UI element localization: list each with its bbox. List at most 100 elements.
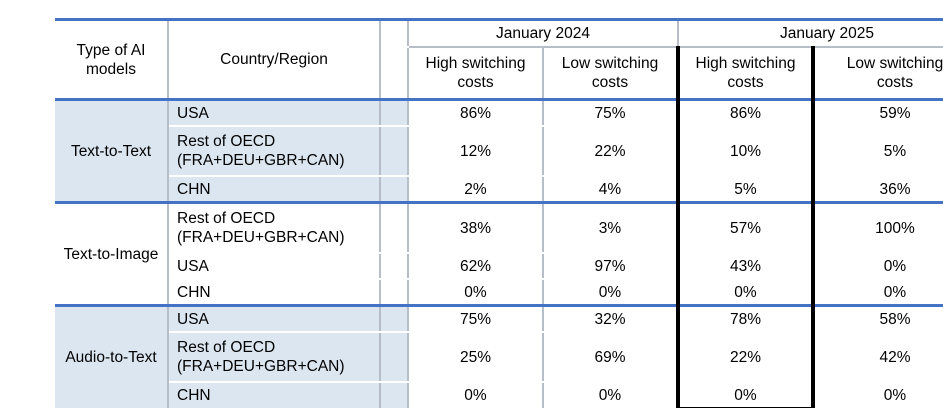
value-cell: 0% [408, 279, 544, 307]
value-cell: 22% [543, 126, 679, 177]
table-row: Text-to-Image Rest of OECD (FRA+DEU+GBR+C… [55, 201, 943, 307]
cost-label-2: High switching costs [695, 55, 796, 91]
header-country: Country/Region [168, 18, 381, 101]
value-cell: 0% [813, 382, 943, 408]
value-cell: 4% [543, 176, 679, 204]
value-cell: 86% [676, 98, 815, 127]
cost-label-1: Low switching costs [561, 55, 659, 91]
country-label: CHN [177, 180, 211, 198]
country-cell: CHN [168, 279, 381, 307]
spacer-cell [380, 98, 409, 127]
cost-label-3: Low switching costs [846, 55, 943, 91]
value-cell: 0% [543, 279, 679, 307]
header-type-label: Type of AI models [76, 41, 146, 78]
table-row: Text-to-Text USA 86% 75% 86% 59% [55, 98, 943, 204]
country-label: Rest of OECD (FRA+DEU+GBR+CAN) [177, 339, 345, 375]
model-type-label: Text-to-Text [70, 142, 152, 160]
value-cell: 62% [408, 253, 544, 280]
table-header: Type of AI models Country/Region January… [55, 18, 943, 101]
value-cell: 10% [676, 126, 815, 177]
value-cell: 12% [408, 126, 544, 177]
value-cell: 0% [676, 279, 815, 307]
value-cell: 97% [543, 253, 679, 280]
table-row: CHN 0% 0% 0% 0% [55, 382, 943, 408]
header-type: Type of AI models [55, 18, 169, 101]
value-cell: 75% [543, 98, 679, 127]
country-cell: USA [168, 253, 381, 280]
value-cell: 0% [543, 382, 679, 408]
country-cell: Rest of OECD (FRA+DEU+GBR+CAN) [168, 201, 381, 254]
spacer-cell [380, 253, 409, 280]
header-period-2024: January 2024 [408, 18, 679, 48]
table-body: Text-to-Text USA 86% 75% 86% 59% Rest of OECD … [55, 98, 943, 408]
country-label: USA [177, 310, 209, 328]
country-label: USA [177, 257, 209, 275]
header-country-label: Country/Region [220, 51, 328, 68]
country-label: CHN [177, 386, 211, 404]
spacer-cell [380, 304, 409, 333]
value-cell: 5% [813, 126, 943, 177]
model-type-cell: Text-to-Image [55, 201, 169, 307]
header-cost-1: Low switching costs [543, 47, 679, 101]
header-blank-2 [380, 47, 409, 101]
table-row: CHN 0% 0% 0% 0% [55, 279, 943, 307]
country-label: CHN [177, 283, 211, 301]
value-cell: 0% [676, 382, 815, 408]
country-label: Rest of OECD (FRA+DEU+GBR+CAN) [177, 210, 345, 246]
switching-costs-table: Type of AI models Country/Region January… [55, 18, 943, 408]
value-cell: 3% [543, 201, 679, 254]
country-cell: USA [168, 98, 381, 127]
country-cell: CHN [168, 382, 381, 408]
country-cell: Rest of OECD (FRA+DEU+GBR+CAN) [168, 126, 381, 177]
value-cell: 75% [408, 304, 544, 333]
value-cell: 78% [676, 304, 815, 333]
value-cell: 0% [408, 382, 544, 408]
header-blank [380, 18, 409, 48]
table-row: CHN 2% 4% 5% 36% [55, 176, 943, 204]
spacer-cell [380, 126, 409, 177]
value-cell: 100% [813, 201, 943, 254]
country-cell: USA [168, 304, 381, 333]
header-cost-3: Low switching costs [813, 47, 943, 101]
model-type-cell: Text-to-Text [55, 98, 169, 204]
spacer-cell [380, 382, 409, 408]
spacer-cell [380, 279, 409, 307]
value-cell: 59% [813, 98, 943, 127]
spacer-cell [380, 332, 409, 383]
header-cost-2: High switching costs [676, 47, 815, 101]
value-cell: 38% [408, 201, 544, 254]
value-cell: 58% [813, 304, 943, 333]
spacer-cell [380, 176, 409, 204]
period-2024-label: January 2024 [496, 25, 590, 42]
value-cell: 36% [813, 176, 943, 204]
value-cell: 43% [676, 253, 815, 280]
value-cell: 42% [813, 332, 943, 383]
period-2025-label: January 2025 [780, 25, 874, 42]
value-cell: 5% [676, 176, 815, 204]
country-label: Rest of OECD (FRA+DEU+GBR+CAN) [177, 133, 345, 169]
switching-costs-table-container: Type of AI models Country/Region January… [55, 18, 943, 408]
header-period-2025: January 2025 [678, 18, 943, 48]
table-row: Rest of OECD (FRA+DEU+GBR+CAN) 25% 69% 22% 4… [55, 332, 943, 383]
header-cost-0: High switching costs [408, 47, 544, 101]
table-row: Rest of OECD (FRA+DEU+GBR+CAN) 12% 22% 10% 5… [55, 126, 943, 177]
country-label: USA [177, 104, 209, 122]
cost-label-0: High switching costs [425, 55, 526, 91]
value-cell: 86% [408, 98, 544, 127]
table-row: USA 62% 97% 43% 0% [55, 253, 943, 280]
value-cell: 2% [408, 176, 544, 204]
country-cell: CHN [168, 176, 381, 204]
table-row: Audio-to-Text USA 75% 32% 78% 58% [55, 304, 943, 408]
model-type-cell: Audio-to-Text [55, 304, 169, 408]
value-cell: 57% [676, 201, 815, 254]
value-cell: 0% [813, 253, 943, 280]
value-cell: 0% [813, 279, 943, 307]
value-cell: 69% [543, 332, 679, 383]
model-type-label: Audio-to-Text [65, 349, 157, 366]
value-cell: 22% [676, 332, 815, 383]
spacer-cell [380, 201, 409, 254]
value-cell: 32% [543, 304, 679, 333]
value-cell: 25% [408, 332, 544, 383]
country-cell: Rest of OECD (FRA+DEU+GBR+CAN) [168, 332, 381, 383]
model-type-label: Text-to-Image [63, 245, 159, 263]
